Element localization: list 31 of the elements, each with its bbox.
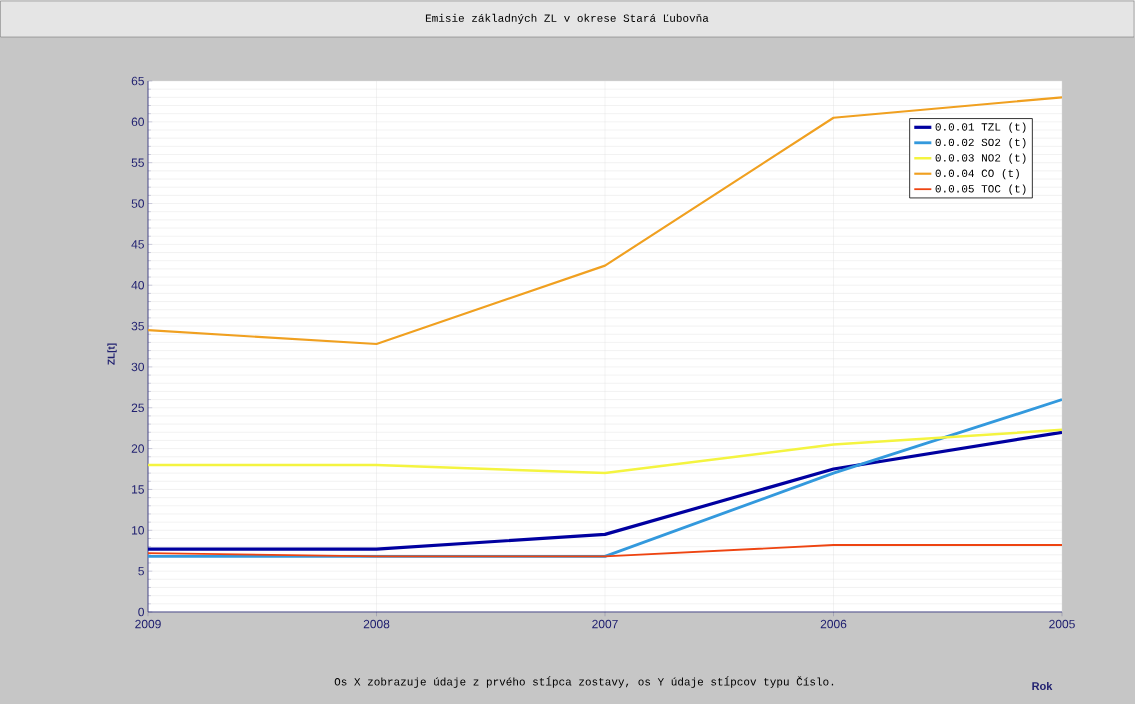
- x-tick-label: 2005: [1049, 619, 1075, 629]
- y-tick-label: 50: [131, 199, 145, 208]
- legend-label: 0.0.01 TZL (t): [935, 122, 1026, 133]
- legend-label: 0.0.02 SO2 (t): [935, 138, 1026, 149]
- y-tick-label: 65: [131, 76, 144, 86]
- line-series: [148, 428, 1062, 475]
- chart-title: Emisie základných ZL v okrese Stará Ľubovňa: [425, 13, 709, 25]
- x-tick-label: 2006: [820, 619, 847, 629]
- y-tick-label: 30: [131, 362, 145, 372]
- y-tick-label: 0: [138, 607, 145, 617]
- x-tick-label: 2009: [135, 619, 161, 629]
- y-tick-label: 60: [131, 117, 145, 127]
- x-tick-label: 2008: [363, 619, 390, 629]
- legend-label: 0.0.03 NO2 (t): [935, 153, 1026, 164]
- legend-label: 0.0.04 CO (t): [935, 168, 1019, 180]
- y-tick-label: 5: [138, 566, 144, 576]
- y-tick-label: 15: [132, 485, 144, 494]
- y-tick-label: 45: [131, 240, 144, 249]
- y-tick-label: 35: [131, 321, 144, 331]
- line-series: [148, 96, 1062, 346]
- line-series: [148, 430, 1062, 551]
- y-tick-label: 55: [131, 158, 144, 167]
- y-tick-label: 20: [131, 444, 145, 453]
- legend-label: 0.0.05 TOC (t): [935, 184, 1026, 195]
- y-axis-title: ZL[t]: [107, 343, 117, 365]
- text: Os X zobrazuje údaje z prvého stĺpca zostavy, os Y údaje stĺpcov typu Číslo.: [334, 676, 834, 688]
- y-tick-label: 10: [132, 526, 145, 535]
- x-tick-label: 2007: [592, 619, 618, 629]
- y-tick-label: 25: [131, 403, 144, 412]
- x-axis-title: Rok: [1032, 681, 1053, 691]
- y-tick-label: 40: [131, 280, 145, 290]
